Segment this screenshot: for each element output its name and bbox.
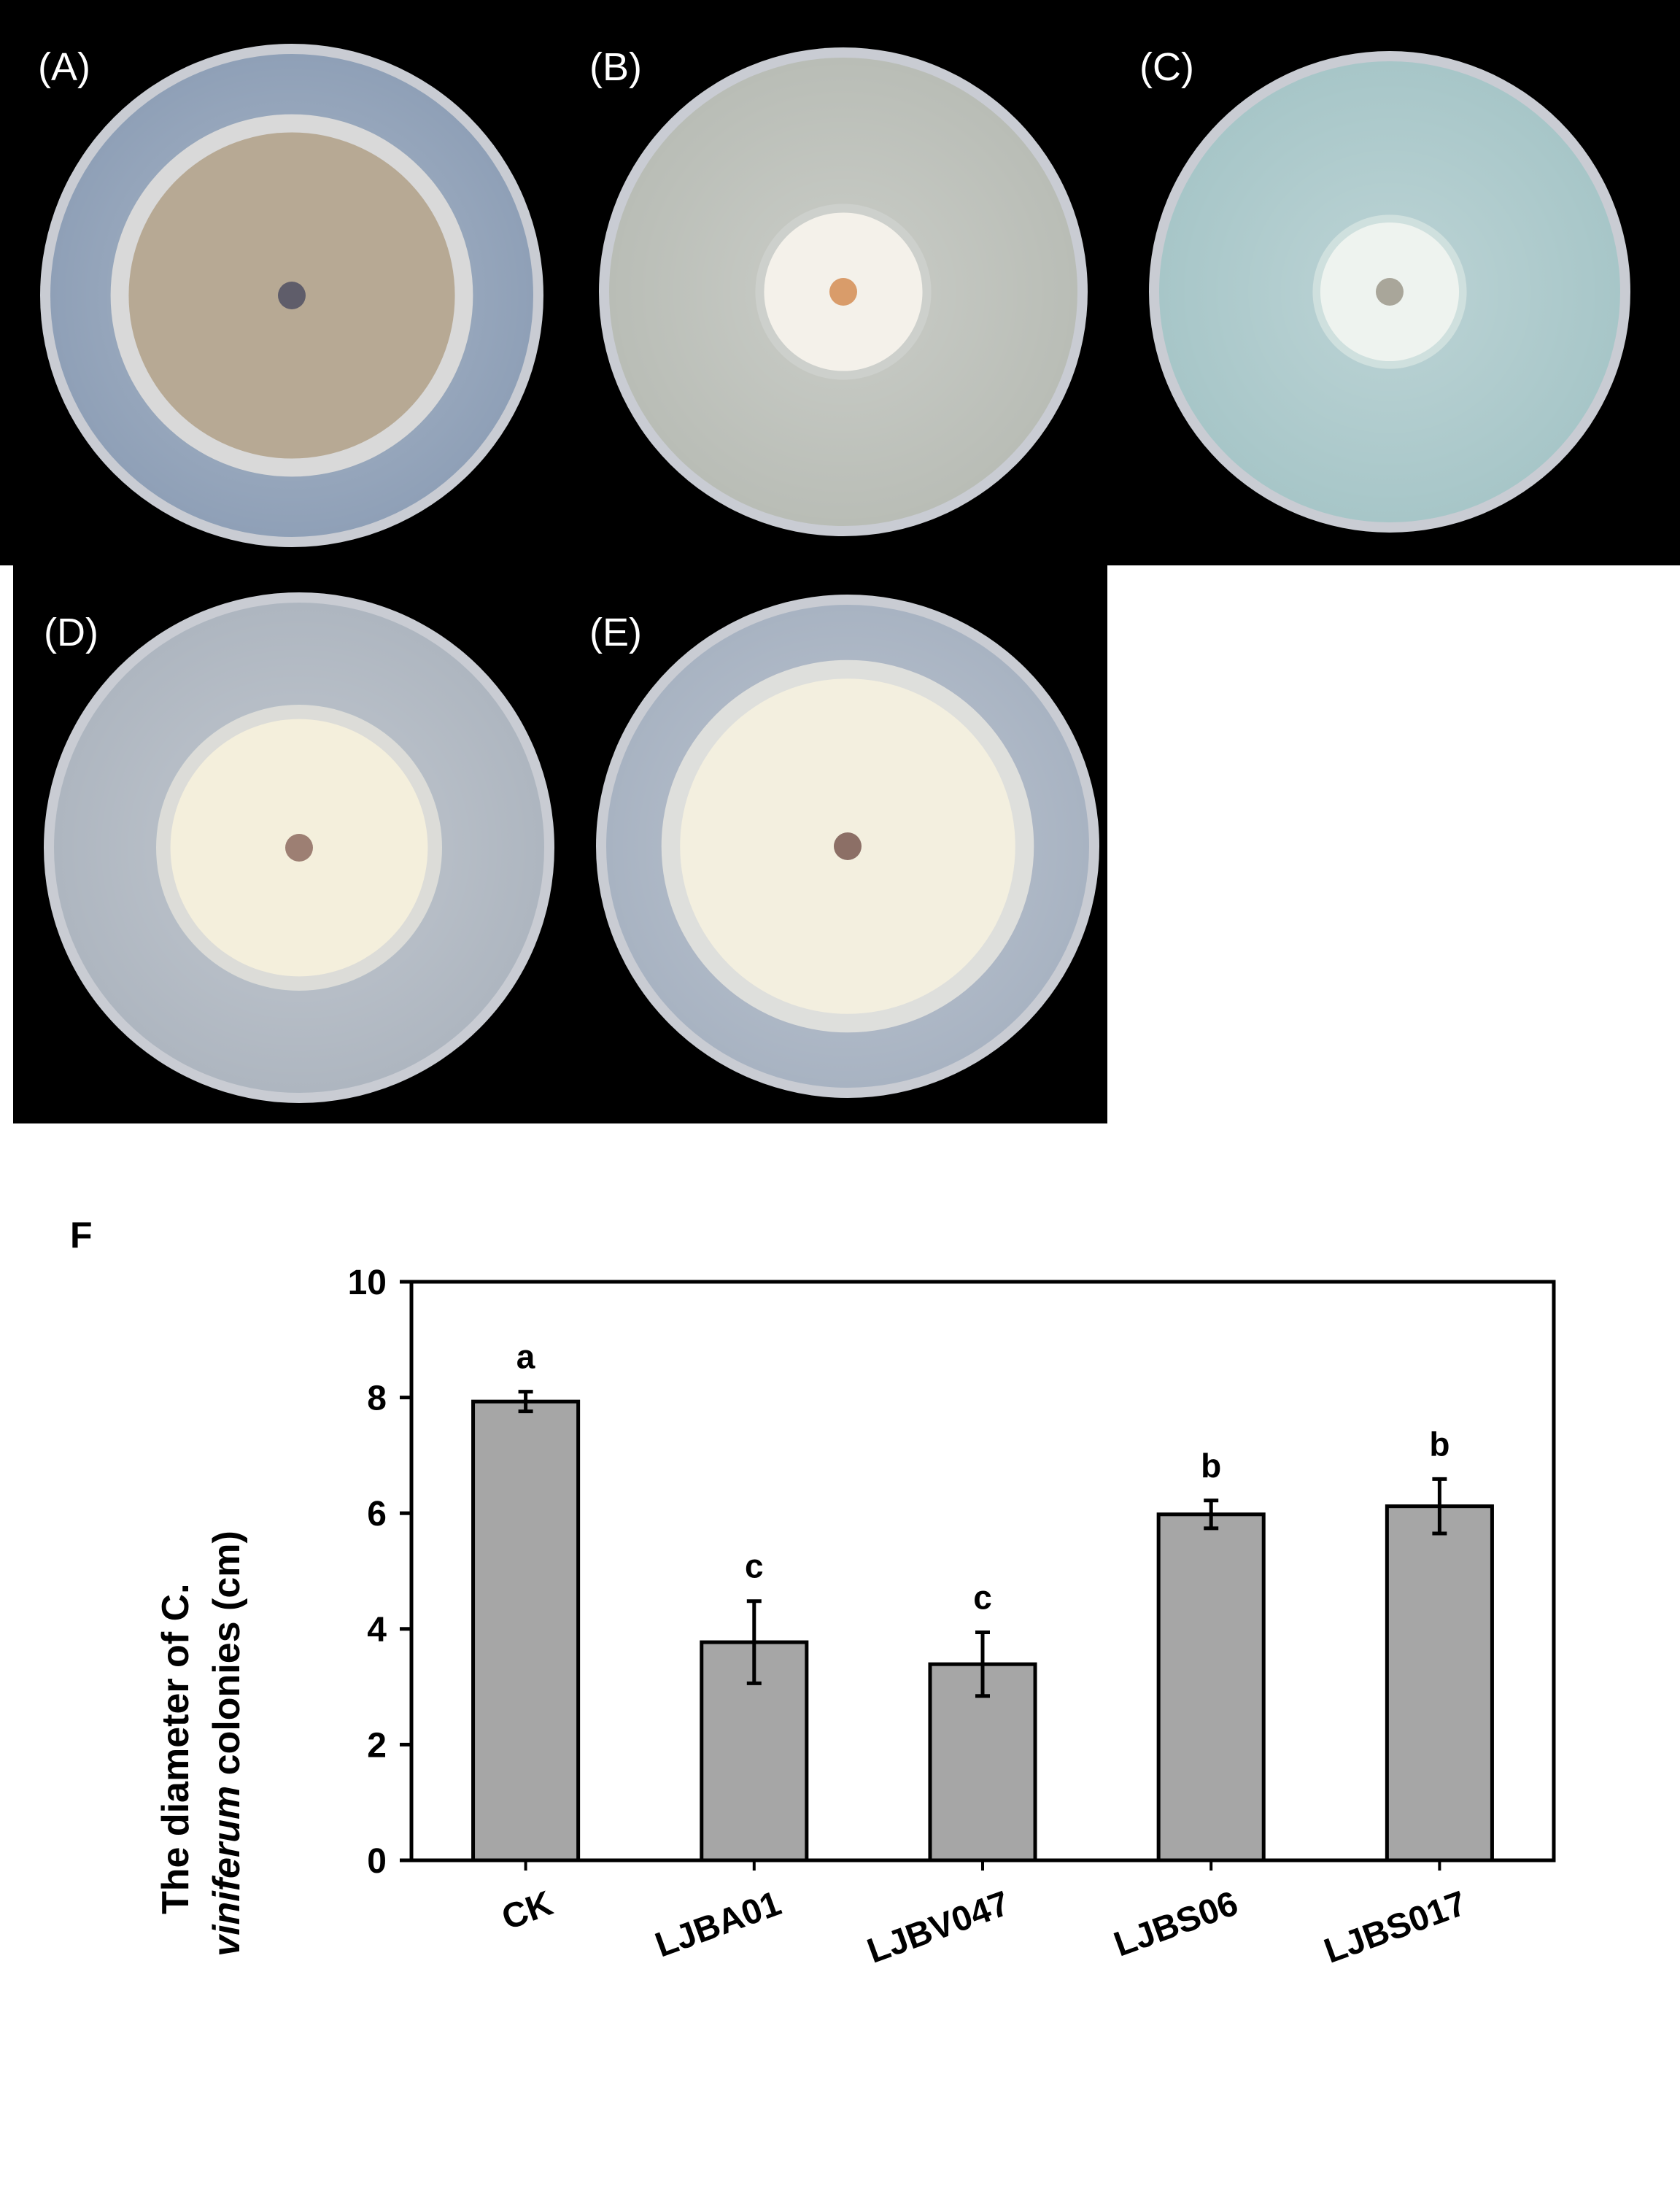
inoculum-plug <box>829 278 857 306</box>
y-tick-label: 10 <box>348 1264 387 1302</box>
bar <box>1385 1504 1494 1862</box>
panel-label-c: (C) <box>1139 45 1194 89</box>
x-category-label: LJBV047 <box>862 1884 1015 1971</box>
significance-label: b <box>1201 1447 1221 1485</box>
inoculum-plug <box>285 834 313 862</box>
panel-a <box>40 44 543 547</box>
plot-area: 0 2 4 6 8 10 a CK c LJBA01 c LJBV047 b LJBS06 b LJBS017 <box>348 1264 1556 1971</box>
bar <box>1156 1512 1266 1862</box>
inoculum-plug <box>834 832 862 860</box>
y-axis-label: The diameter of C. viniferum colonies (c… <box>155 1531 248 1957</box>
inoculum-plug <box>1376 278 1404 306</box>
y-tick-label: 8 <box>367 1380 387 1418</box>
significance-label: c <box>745 1547 764 1585</box>
x-category-label: LJBS06 <box>1109 1884 1243 1965</box>
x-category-label: LJBA01 <box>650 1884 786 1965</box>
panel-e <box>596 595 1099 1098</box>
y-tick-label: 4 <box>367 1611 387 1649</box>
significance-label: c <box>973 1579 992 1617</box>
bar <box>471 1399 581 1862</box>
y-axis-label-italic: viniferum <box>206 1786 248 1957</box>
x-category-label: CK <box>497 1884 558 1938</box>
y-tick-label: 0 <box>367 1842 387 1881</box>
y-tick-label: 6 <box>367 1495 387 1533</box>
panel-d <box>44 592 554 1103</box>
significance-label: a <box>516 1338 535 1376</box>
y-tick-label: 2 <box>367 1726 387 1765</box>
petri-dish-photo-grid: (A) (B) (C) (D) (E) <box>0 0 1680 1123</box>
y-axis-label-line1: The diameter of C. <box>155 1583 197 1914</box>
inoculum-plug <box>278 282 306 309</box>
panel-b <box>599 47 1088 536</box>
panel-label-d: (D) <box>44 611 98 654</box>
panel-c <box>1149 51 1630 533</box>
x-category-label: LJBS017 <box>1319 1884 1471 1971</box>
panel-label-b: (B) <box>589 45 642 89</box>
significance-label: b <box>1429 1425 1449 1463</box>
bar-chart: F The diameter of C. viniferum colonies … <box>70 1215 1556 1971</box>
figure-label: F <box>70 1215 93 1256</box>
panel-label-a: (A) <box>38 45 90 89</box>
panel-label-e: (E) <box>589 611 642 654</box>
y-axis-label-rest: colonies (cm) <box>206 1531 248 1786</box>
